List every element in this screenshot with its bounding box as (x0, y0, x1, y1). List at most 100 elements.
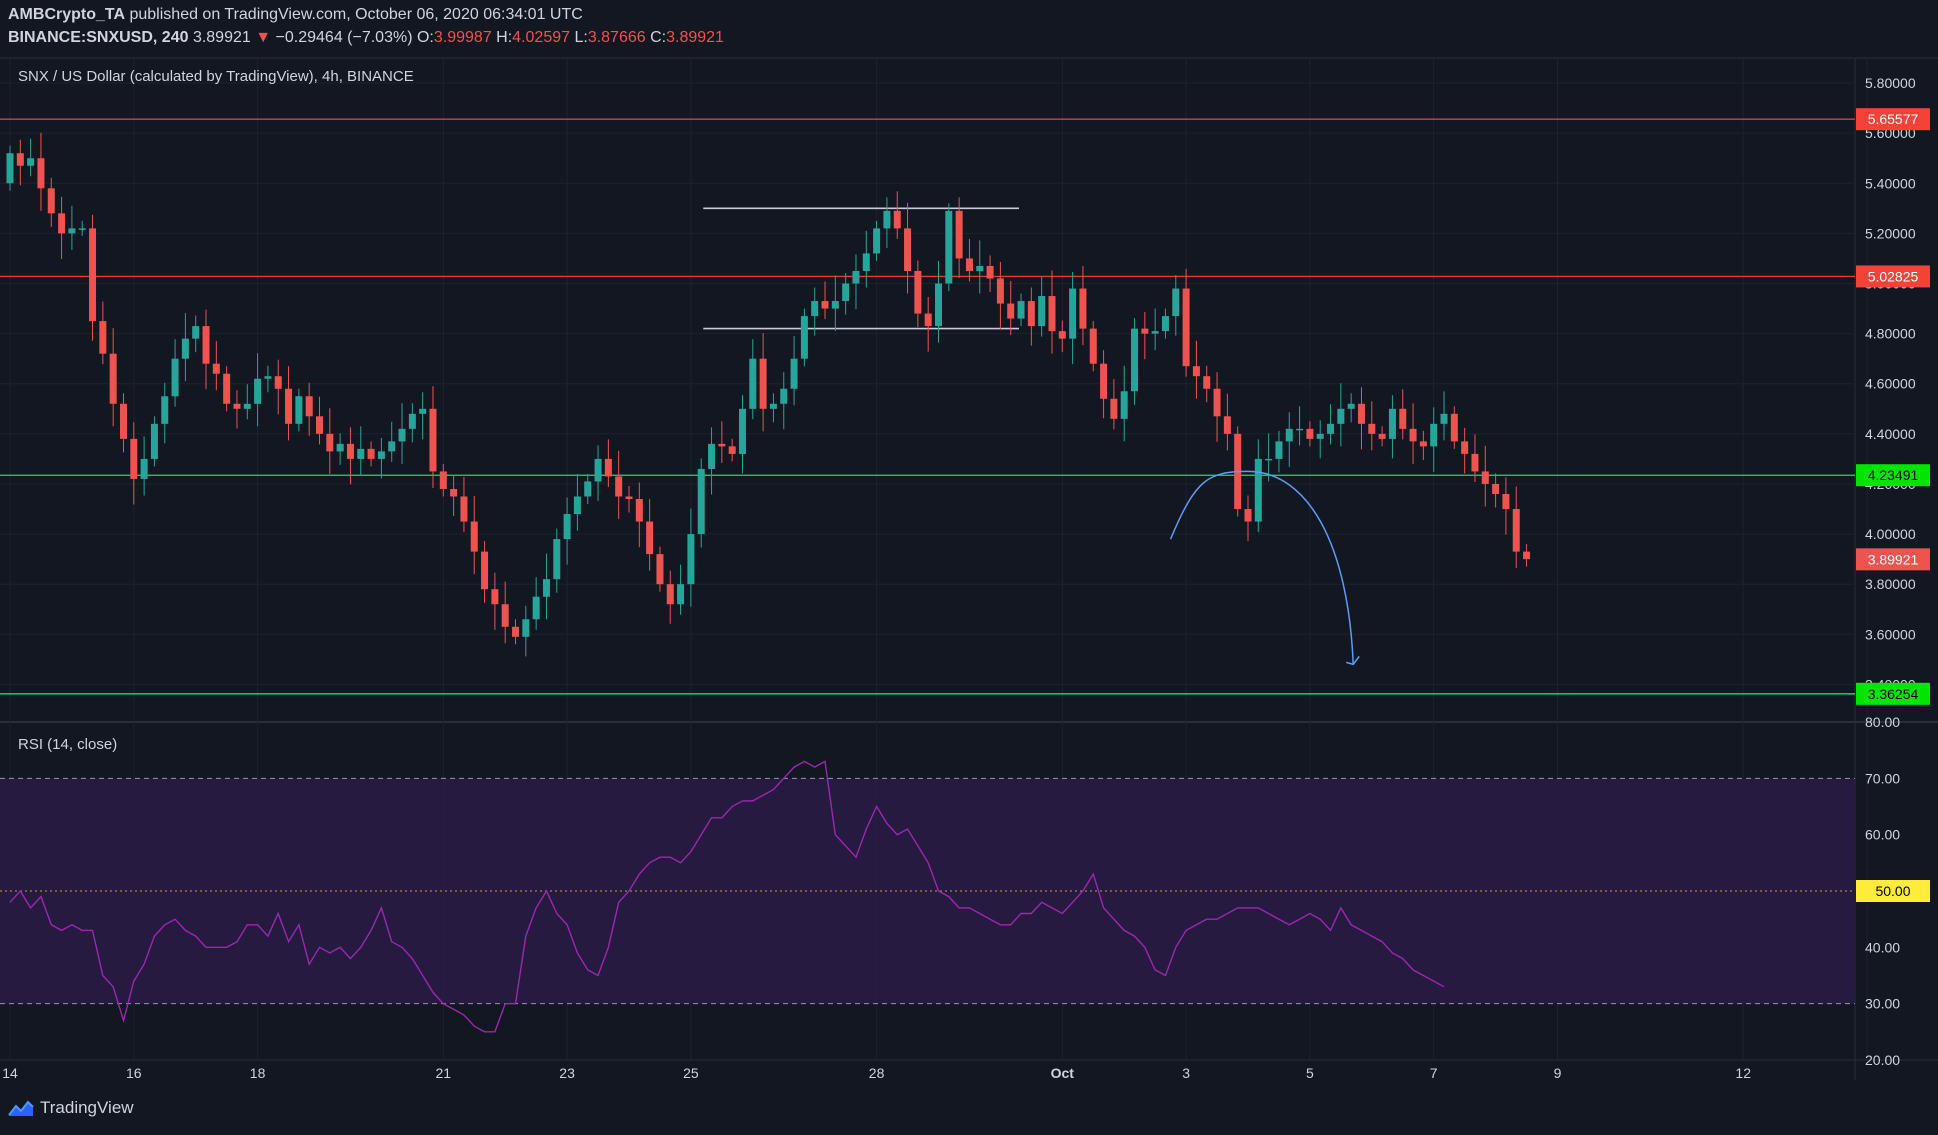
candle-down (212, 363, 220, 374)
candle-down (481, 551, 489, 590)
candle-up (1161, 316, 1169, 332)
resistance-price-tag-bg (1856, 108, 1930, 131)
candle-down (646, 521, 654, 555)
rsi-tick-label: 80.00 (1865, 714, 1900, 730)
publish-text: published on TradingView.com, October 06… (129, 6, 583, 23)
candle-down (89, 228, 97, 322)
candle-up (243, 403, 251, 409)
support-price-tag: 4.23491 (1868, 467, 1919, 483)
candle-up (150, 423, 158, 459)
candle-down (893, 210, 901, 229)
candle-down (728, 446, 736, 454)
price-tick-label: 5.20000 (1865, 225, 1916, 241)
candle-up (862, 253, 870, 271)
candle-down (1502, 493, 1510, 510)
tradingview-brand[interactable]: TradingView (8, 1098, 134, 1118)
candle-down (1306, 428, 1314, 439)
candle-up (1275, 441, 1283, 459)
projection-arrowhead (1346, 655, 1360, 666)
candle-up (408, 413, 416, 429)
low-label: L: (574, 29, 588, 46)
candle-up (357, 448, 365, 459)
candle-down (99, 321, 107, 354)
chart-title: SNX / US Dollar (calculated by TradingVi… (18, 68, 414, 85)
candle-down (1419, 441, 1427, 447)
candle-down (1523, 551, 1531, 560)
candle-up (852, 270, 860, 284)
candle-down (1471, 453, 1479, 472)
candle-up (68, 228, 76, 234)
candle-up (584, 481, 592, 497)
candle-down (1357, 403, 1365, 424)
publish-info: AMBCrypto_TA published on TradingView.co… (8, 6, 583, 24)
candle-up (1131, 328, 1139, 392)
candle-up (553, 539, 561, 580)
candle-up (336, 443, 344, 452)
candle-up (532, 596, 540, 620)
symbol-label[interactable]: BINANCE:SNXUSD, 240 (8, 29, 189, 46)
candle-up (1296, 428, 1304, 431)
candle-down (470, 521, 478, 552)
close-value: 3.89921 (666, 29, 724, 46)
price-tick-label: 4.00000 (1865, 526, 1916, 542)
candle-down (223, 373, 231, 404)
candle-down (1481, 471, 1489, 484)
ohlc-bar: BINANCE:SNXUSD, 240 3.89921 ▼ −0.29464 (… (8, 29, 724, 47)
open-label: O: (416, 29, 434, 46)
candle-up (181, 338, 189, 359)
candle-down (274, 376, 282, 389)
rsi-tick-label: 30.00 (1865, 996, 1900, 1012)
last-price-tag: 3.89921 (1868, 551, 1919, 567)
candle-down (1007, 303, 1015, 319)
candle-up (542, 579, 550, 597)
author-name[interactable]: AMBCrypto_TA (8, 6, 126, 23)
high-value: 4.02597 (512, 29, 571, 46)
time-tick-label: 9 (1554, 1065, 1562, 1081)
resistance-price-tag-bg (1856, 265, 1930, 288)
candle-down (501, 604, 509, 627)
candle-up (1337, 408, 1345, 424)
candle-down (1089, 328, 1097, 364)
candle-down (986, 265, 994, 279)
candle-down (109, 353, 117, 404)
candle-down (305, 396, 313, 417)
candle-up (800, 316, 808, 359)
candle-down (346, 443, 354, 459)
candle-down (1182, 288, 1190, 367)
candle-down (1213, 388, 1221, 417)
time-tick-label: 3 (1182, 1065, 1190, 1081)
tradingview-logo-icon (8, 1100, 34, 1116)
candle-up (1440, 413, 1448, 424)
candle-up (254, 378, 262, 404)
candle-up (6, 153, 14, 184)
candle-down (439, 471, 447, 489)
candle-up (780, 388, 788, 404)
rsi-mid-tag-bg (1856, 880, 1930, 902)
candle-up (1327, 423, 1335, 434)
candle-up (377, 451, 385, 459)
candle-up (811, 301, 819, 317)
candle-down (1058, 331, 1066, 339)
price-tick-label: 5.40000 (1865, 175, 1916, 191)
candle-down (656, 554, 664, 585)
time-tick-label: Oct (1051, 1065, 1075, 1081)
candle-up (1120, 391, 1128, 419)
candle-down (914, 270, 922, 314)
candle-down (821, 301, 829, 309)
candle-up (522, 619, 530, 637)
last-price-tag-bg (1856, 548, 1930, 571)
candle-up (388, 441, 396, 452)
candle-up (161, 396, 169, 424)
open-value: 3.99987 (433, 29, 492, 46)
candle-up (563, 514, 571, 540)
rsi-tick-label: 40.00 (1865, 939, 1900, 955)
time-tick-label: 12 (1735, 1065, 1751, 1081)
time-tick-label: 18 (250, 1065, 266, 1081)
candle-down (718, 443, 726, 447)
time-tick-label: 21 (436, 1065, 452, 1081)
candle-down (119, 403, 127, 439)
candle-up (1265, 458, 1273, 461)
candle-down (996, 278, 1004, 304)
brand-label: TradingView (40, 1098, 134, 1117)
